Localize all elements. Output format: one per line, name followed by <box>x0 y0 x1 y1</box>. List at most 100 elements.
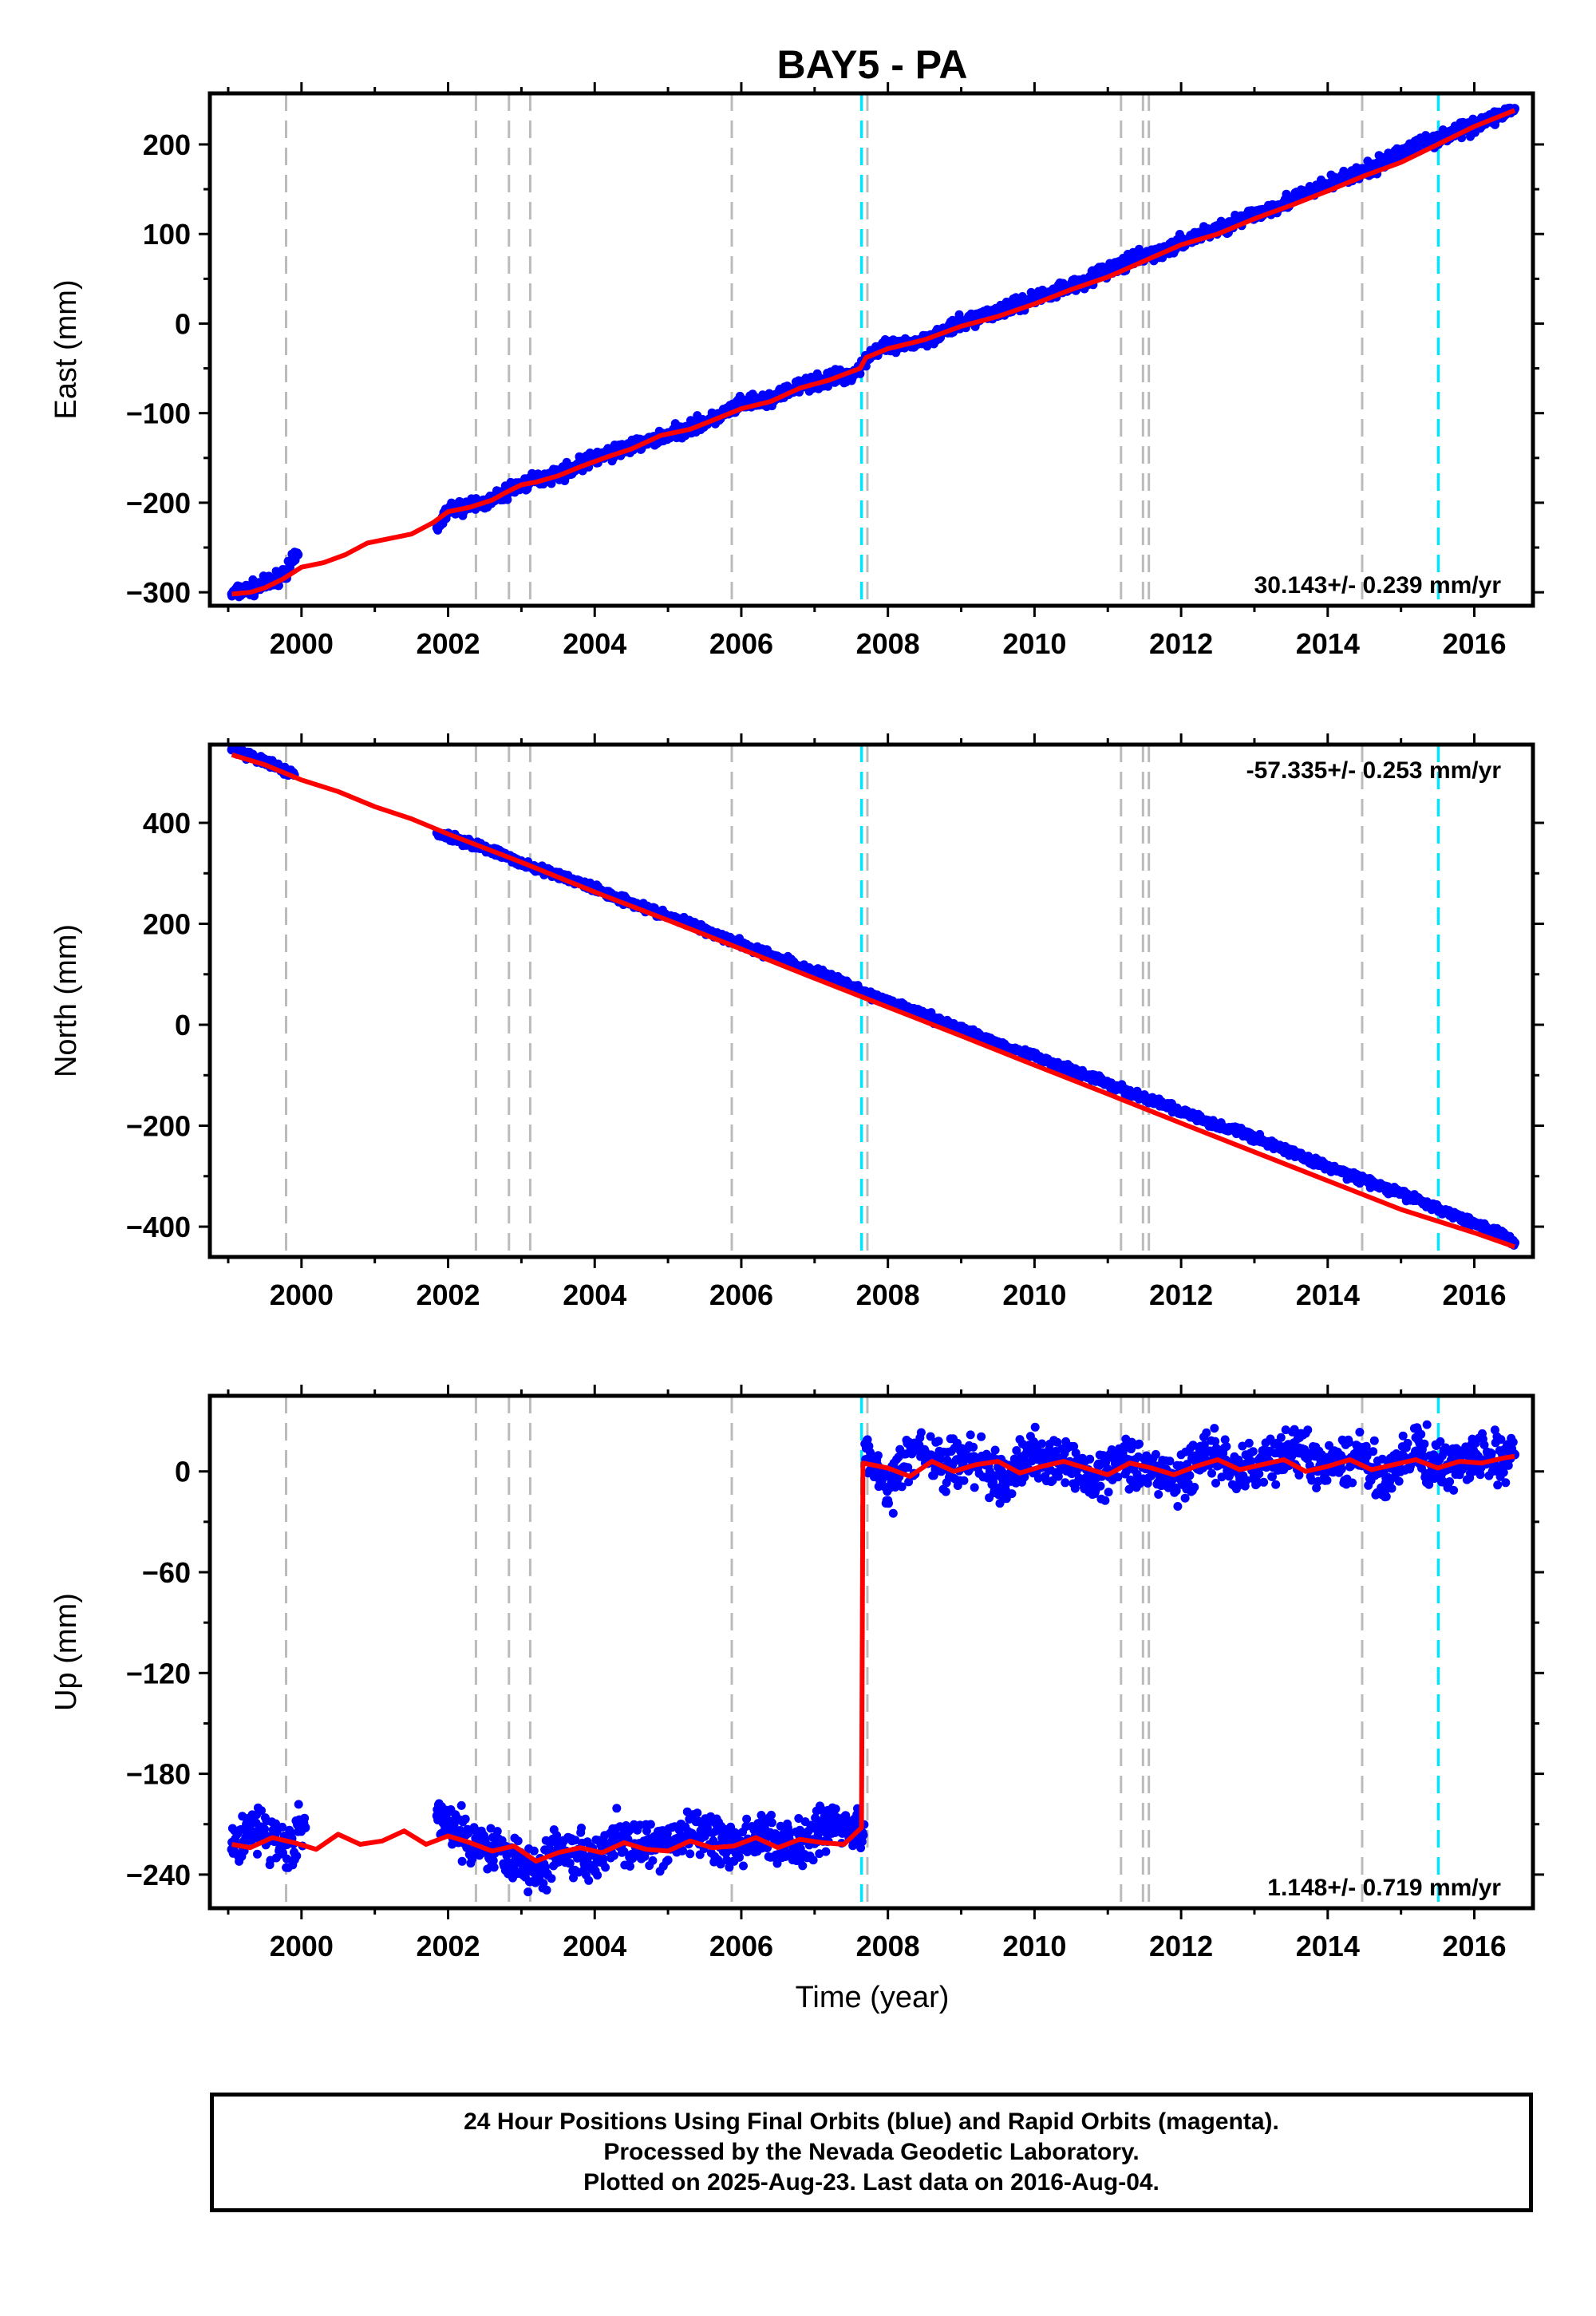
data-point <box>486 1824 496 1833</box>
data-point <box>492 1827 502 1836</box>
data-point-key <box>780 955 791 966</box>
data-point <box>739 1861 748 1871</box>
data-point <box>598 1854 608 1863</box>
data-point <box>685 1849 695 1859</box>
x-tick-label: 2002 <box>416 627 480 660</box>
plot-area <box>227 1396 1520 1908</box>
data-point <box>1085 1454 1095 1464</box>
scatter-points <box>227 745 1519 1250</box>
data-point-key <box>1294 1150 1304 1160</box>
data-point <box>1127 1445 1136 1454</box>
data-point <box>1053 1437 1062 1447</box>
panel-frame <box>207 742 1535 1259</box>
plot-area <box>227 93 1520 606</box>
data-point <box>990 1445 1000 1455</box>
data-point <box>969 1442 978 1452</box>
data-point <box>619 1847 629 1856</box>
y-tick-label: 200 <box>143 128 191 161</box>
data-point <box>735 1852 744 1862</box>
data-point <box>888 1508 898 1518</box>
data-point <box>577 1824 586 1832</box>
data-point <box>569 1873 578 1883</box>
x-tick-label: 2008 <box>856 627 920 660</box>
data-point <box>970 1483 979 1492</box>
y-tick-label: 0 <box>175 1009 191 1041</box>
data-point <box>1061 1478 1070 1488</box>
data-point <box>257 1806 266 1816</box>
rate-annotation: -57.335+/- 0.253 mm/yr <box>1246 757 1502 784</box>
data-point-key <box>1440 1207 1450 1217</box>
data-point <box>767 1810 776 1820</box>
rate-annotation: 30.143+/- 0.239 mm/yr <box>1254 572 1502 599</box>
data-point <box>1104 1488 1113 1497</box>
data-point <box>502 1851 512 1860</box>
data-point <box>1096 1481 1105 1491</box>
data-point <box>571 1836 580 1845</box>
data-point-key <box>1337 173 1348 184</box>
data-point <box>1180 1493 1190 1503</box>
data-point <box>808 1856 818 1865</box>
data-point-key <box>1425 135 1436 145</box>
data-point <box>574 1867 583 1877</box>
data-point <box>936 1454 946 1464</box>
data-point <box>966 1430 975 1440</box>
data-point-key <box>1117 1085 1128 1095</box>
y-tick-label: −400 <box>126 1211 191 1243</box>
data-point <box>959 1476 969 1485</box>
x-tick-label: 2010 <box>1002 1279 1066 1311</box>
data-point-key <box>432 523 442 533</box>
data-point <box>1185 1471 1195 1480</box>
data-point <box>489 1863 499 1872</box>
plot-title: BAY5 - PA <box>777 42 968 87</box>
y-tick-label: −300 <box>126 576 191 609</box>
data-point <box>488 1856 498 1865</box>
data-point <box>776 1821 785 1831</box>
data-point <box>824 381 832 391</box>
y-axis-label: East (mm) <box>49 279 83 419</box>
data-point-key <box>1322 1162 1333 1172</box>
panel-up: 2000 2002 2004 2006 2008 2010 2012 2014 2016−240… <box>49 1385 1544 1962</box>
data-point <box>897 1482 907 1492</box>
y-axis-label: North (mm) <box>49 924 83 1077</box>
data-point-key <box>1000 1041 1010 1051</box>
data-point <box>547 1874 556 1883</box>
x-tick-label: 2004 <box>563 1279 626 1311</box>
data-point <box>593 1871 602 1880</box>
x-tick-label: 2008 <box>856 1279 920 1311</box>
data-point <box>798 1861 808 1871</box>
data-point <box>1037 1439 1047 1448</box>
data-point <box>831 1804 840 1814</box>
data-point-key <box>839 977 849 987</box>
data-point <box>821 1847 831 1856</box>
data-point-key <box>1352 1172 1362 1183</box>
data-point <box>1171 1486 1181 1496</box>
data-point <box>584 1875 594 1885</box>
y-tick-label: 200 <box>143 908 191 941</box>
x-tick-label: 2004 <box>563 627 626 660</box>
data-point-key <box>1176 1106 1187 1117</box>
panel-north: 2000 2002 2004 2006 2008 2010 2012 2014 2016−400… <box>49 733 1544 1311</box>
data-point <box>857 1837 867 1847</box>
data-point <box>693 1808 702 1818</box>
data-point <box>742 1814 752 1824</box>
data-point <box>565 1859 575 1868</box>
data-point <box>903 1463 913 1472</box>
data-point <box>457 1856 467 1866</box>
data-point-key <box>1088 1073 1098 1083</box>
y-tick-label: 100 <box>143 218 191 251</box>
data-point <box>513 1836 523 1846</box>
x-tick-label: 2006 <box>709 1279 773 1311</box>
data-point-key <box>293 550 303 560</box>
data-point <box>460 1814 470 1824</box>
x-tick-label: 2014 <box>1296 627 1360 660</box>
data-point <box>916 1428 926 1437</box>
data-point-key <box>1499 1231 1509 1241</box>
data-point <box>456 1800 466 1810</box>
data-point <box>873 1451 883 1460</box>
data-point <box>1151 1449 1160 1459</box>
data-point <box>539 1879 548 1888</box>
data-point <box>663 1856 673 1865</box>
data-point <box>1173 1502 1183 1511</box>
data-point <box>610 1851 618 1860</box>
